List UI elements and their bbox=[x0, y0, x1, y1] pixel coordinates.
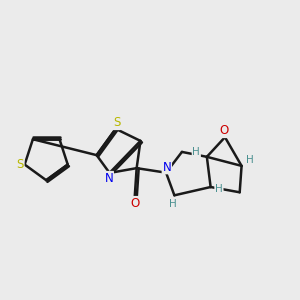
Text: N: N bbox=[163, 160, 171, 173]
Text: H: H bbox=[246, 155, 254, 165]
Text: O: O bbox=[130, 197, 140, 210]
Text: H: H bbox=[192, 147, 200, 157]
Text: H: H bbox=[169, 199, 176, 208]
Text: S: S bbox=[113, 116, 120, 129]
Text: O: O bbox=[220, 124, 229, 137]
Text: S: S bbox=[16, 158, 24, 171]
Text: N: N bbox=[104, 172, 113, 185]
Text: H: H bbox=[215, 184, 223, 194]
